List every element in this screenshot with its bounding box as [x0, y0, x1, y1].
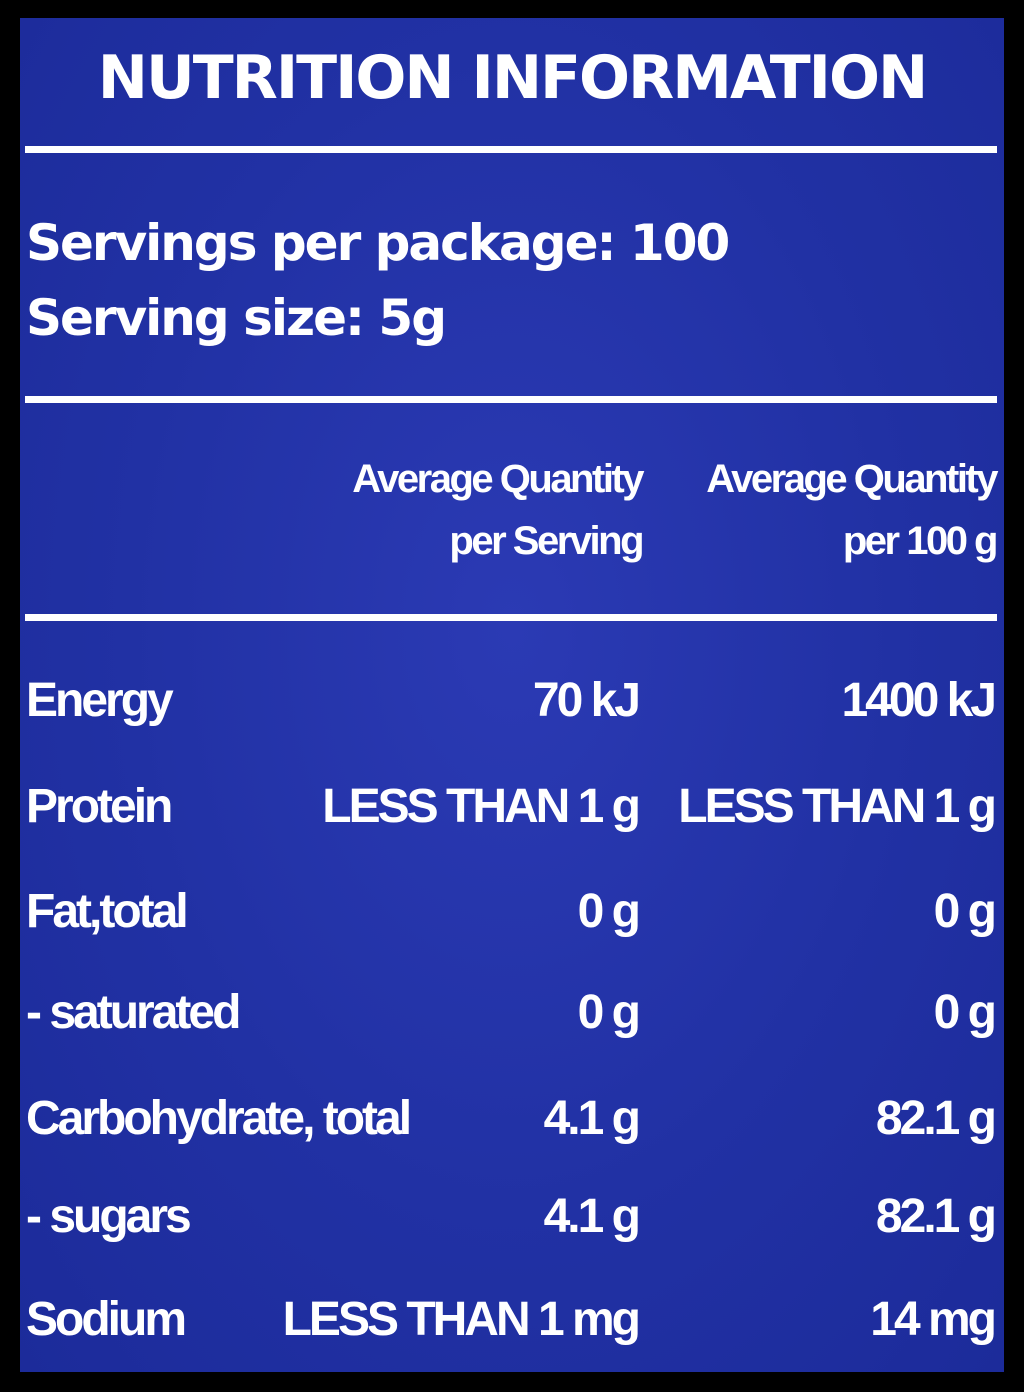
value-per-100g: 14 mg	[870, 1293, 997, 1346]
nutrient-name: Energy	[26, 674, 174, 727]
value-per-serving: 0 g	[577, 986, 641, 1039]
value-per-100g: 0 g	[933, 986, 997, 1039]
nutrient-name: Fat,total	[26, 885, 189, 938]
nutrient-name: Protein	[26, 780, 173, 833]
value-per-serving: 4.1 g	[543, 1190, 641, 1243]
nutrient-row-saturated: - saturated 0 g 0 g	[20, 973, 1004, 1053]
divider-middle	[25, 396, 997, 403]
nutrient-row-energy: Energy 70 kJ 1400 kJ	[20, 661, 1004, 741]
servings-per-package: Servings per package: 100	[26, 214, 730, 272]
column-header-per-serving-line2: per Serving	[449, 519, 644, 563]
nutrient-row-carbohydrate-total: Carbohydrate, total 4.1 g 82.1 g	[20, 1079, 1004, 1159]
column-header-per-100g: Average Quantity per 100 g	[706, 448, 999, 572]
nutrient-row-sodium: Sodium LESS THAN 1 mg 14 mg	[20, 1280, 1004, 1360]
nutrient-name: - sugars	[26, 1190, 192, 1243]
value-per-100g: LESS THAN 1 g	[678, 780, 997, 833]
nutrition-panel: NUTRITION INFORMATION Servings per packa…	[20, 18, 1004, 1372]
value-per-serving: 0 g	[577, 885, 641, 938]
value-per-100g: 1400 kJ	[841, 674, 997, 727]
nutrient-name: Carbohydrate, total	[26, 1092, 412, 1145]
value-per-100g: 0 g	[933, 885, 997, 938]
nutrient-row-protein: Protein LESS THAN 1 g LESS THAN 1 g	[20, 767, 1004, 847]
value-per-serving: 70 kJ	[532, 674, 641, 727]
column-header-per-serving: Average Quantity per Serving	[352, 448, 644, 572]
divider-header	[25, 614, 997, 621]
nutrient-name: - saturated	[26, 986, 241, 1039]
nutrient-name: Sodium	[26, 1293, 187, 1346]
column-header-per-100g-line1: Average Quantity	[706, 457, 998, 501]
panel-title: NUTRITION INFORMATION	[97, 43, 928, 113]
nutrient-row-fat-total: Fat,total 0 g 0 g	[20, 872, 1004, 952]
column-header-per-100g-line2: per 100 g	[842, 519, 999, 563]
value-per-serving: LESS THAN 1 mg	[282, 1293, 641, 1346]
divider-top	[25, 146, 997, 153]
nutrient-row-sugars: - sugars 4.1 g 82.1 g	[20, 1177, 1004, 1257]
serving-size: Serving size: 5g	[26, 289, 447, 347]
column-header-per-serving-line1: Average Quantity	[352, 457, 644, 501]
value-per-100g: 82.1 g	[875, 1092, 997, 1145]
value-per-serving: 4.1 g	[543, 1092, 641, 1145]
value-per-serving: LESS THAN 1 g	[322, 780, 641, 833]
value-per-100g: 82.1 g	[875, 1190, 997, 1243]
